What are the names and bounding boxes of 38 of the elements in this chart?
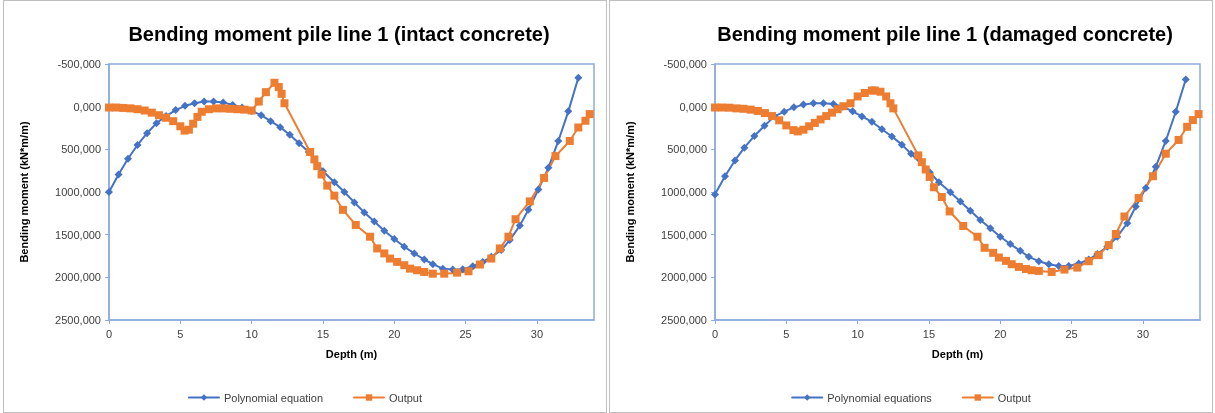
x-tick-label: 20 <box>388 327 401 340</box>
x-tick-label: 5 <box>177 327 184 340</box>
y-tick-label: 2500,000 <box>55 314 101 326</box>
x-tick-label: 15 <box>316 327 330 340</box>
y-tick-label: 1500,000 <box>55 228 101 241</box>
y-tick-label: 2000,000 <box>661 271 707 284</box>
chart-title: Bending moment pile line 1 (intact concrete) <box>128 23 550 45</box>
x-tick-label: 10 <box>245 327 258 340</box>
chart-title: Bending moment pile line 1 (damaged concrete) <box>717 23 1173 45</box>
x-tick-label: 5 <box>783 327 790 340</box>
y-tick-label: 1500,000 <box>661 228 707 241</box>
y-tick-label: 500,000 <box>61 143 101 156</box>
x-tick-label: 0 <box>105 327 113 340</box>
legend-label: Output <box>389 391 423 404</box>
y-tick-label: -500,000 <box>57 58 101 70</box>
y-tick-label: 2000,000 <box>55 271 101 284</box>
y-tick-label: 0,000 <box>73 100 101 113</box>
x-tick-label: 15 <box>922 327 936 340</box>
y-tick-label: 1000,000 <box>55 186 101 198</box>
y-tick-label: 0,000 <box>679 100 707 113</box>
x-tick-label: 20 <box>994 327 1007 340</box>
legend-label: Output <box>997 391 1031 404</box>
y-axis-title: Bending moment (kN*m/m) <box>623 121 636 263</box>
y-tick-label: 500,000 <box>667 143 707 156</box>
x-tick-label: 25 <box>1065 327 1078 340</box>
y-axis-title: Bending moment (kN*m/m) <box>17 121 30 263</box>
legend-label: Polynomial equation <box>223 391 324 404</box>
legend-label: Polynomial equations <box>827 391 933 404</box>
y-tick-label: -500,000 <box>663 58 707 70</box>
x-tick-label: 30 <box>1136 327 1150 340</box>
x-axis-title: Depth (m) <box>931 347 984 360</box>
y-tick-label: 2500,000 <box>661 314 707 326</box>
x-tick-label: 10 <box>851 327 864 340</box>
x-axis-title: Depth (m) <box>325 347 378 360</box>
x-tick-label: 30 <box>530 327 544 340</box>
x-tick-label: 0 <box>711 327 719 340</box>
y-tick-label: 1000,000 <box>661 186 707 198</box>
x-tick-label: 25 <box>459 327 472 340</box>
